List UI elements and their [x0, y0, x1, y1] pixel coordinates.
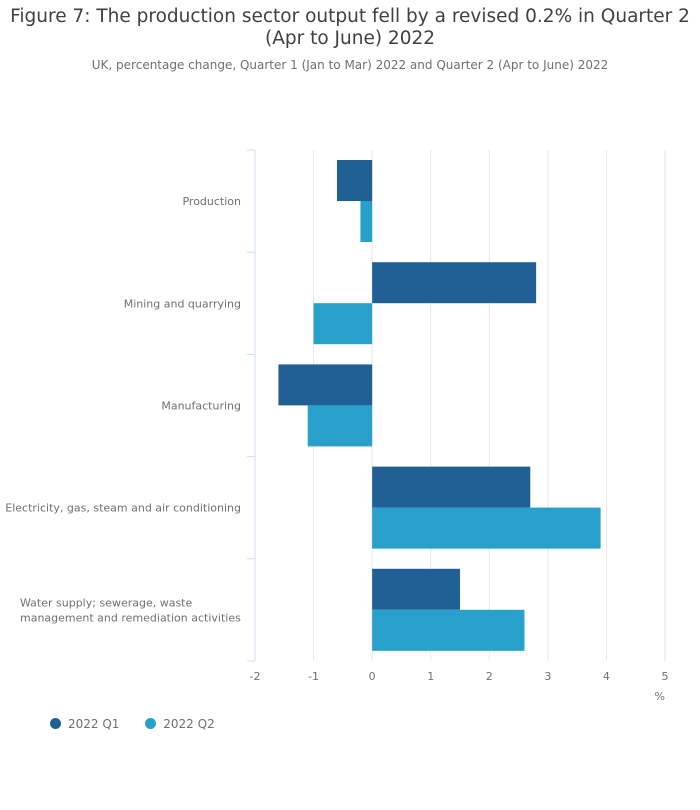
x-tick-label: 1	[427, 670, 434, 683]
chart-title: Figure 7: The production sector output f…	[10, 6, 690, 49]
bar-q1	[372, 466, 531, 508]
bar-q2	[307, 405, 373, 447]
legend-swatch-q2	[145, 717, 157, 729]
category-label: Manufacturing	[161, 400, 241, 413]
category-label-line: Electricity, gas, steam and air conditio…	[5, 502, 241, 515]
x-tick-label: 4	[603, 670, 610, 683]
category-label: Production	[182, 195, 241, 208]
category-label-line: Mining and quarrying	[124, 297, 241, 310]
legend-label-q1: 2022 Q1	[68, 716, 120, 731]
bar-q1	[278, 364, 373, 406]
x-tick-label: 2	[486, 670, 493, 683]
legend: 2022 Q1 2022 Q2	[50, 716, 237, 731]
bar-q2	[360, 201, 373, 242]
x-tick-label: -1	[308, 670, 319, 683]
bar-q1	[372, 262, 537, 304]
bar-q2	[372, 609, 525, 651]
x-tick-label: 3	[544, 670, 551, 683]
legend-item-q1: 2022 Q1	[50, 717, 119, 731]
bar-chart: -2 -1 0 1 2 3 4 5 Production Mining and quarrying…	[5, 149, 669, 700]
category-label-line: Water supply; sewerage, waste	[20, 596, 192, 609]
category-label-line: Manufacturing	[161, 400, 241, 413]
x-tick-label: 0	[369, 670, 376, 683]
category-label: Mining and quarrying	[124, 297, 241, 310]
chart-subtitle: UK, percentage change, Quarter 1 (Jan to…	[91, 58, 609, 72]
legend-label-q2: 2022 Q2	[163, 716, 215, 731]
bar-q1	[372, 568, 460, 610]
category-label-line: management and remediation activities	[20, 611, 241, 624]
x-tick-label: -2	[250, 670, 261, 683]
category-label: Water supply; sewerage, waste management …	[20, 596, 241, 624]
bar-q1	[337, 160, 373, 201]
category-label: Electricity, gas, steam and air conditio…	[5, 502, 241, 515]
legend-swatch-q1	[50, 717, 61, 729]
legend-item-q2: 2022 Q2	[145, 716, 215, 731]
x-tick-label: 5	[662, 670, 669, 683]
bar-q2	[313, 303, 373, 345]
bar-q2	[372, 507, 601, 549]
category-label-line: Production	[182, 195, 241, 208]
x-axis-label: %	[655, 690, 665, 700]
